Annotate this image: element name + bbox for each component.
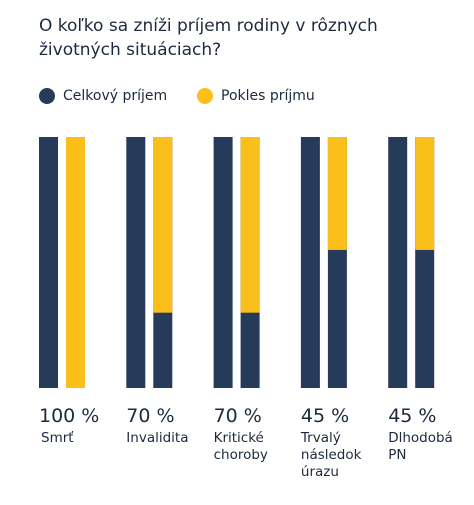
category-label: Dlhodobá PN (388, 430, 453, 463)
legend-label: Celkový príjem (63, 88, 168, 104)
bar (126, 137, 146, 388)
category-label: Kritické choroby (213, 430, 268, 463)
value-label: 45 % (388, 405, 437, 427)
legend-marker (39, 88, 55, 104)
value-label: 100 % (39, 405, 100, 427)
value-label: 45 % (300, 405, 350, 427)
bar (39, 137, 58, 388)
bar (66, 137, 85, 388)
bar (327, 137, 347, 250)
legend-label: Pokles príjmu (221, 88, 315, 104)
category-label: Trvalý následok úrazu (300, 430, 362, 480)
bar (388, 137, 408, 388)
legend-marker (197, 88, 213, 104)
category-label: Invalidita (126, 430, 189, 446)
value-label: 70 % (126, 405, 175, 427)
bar (415, 137, 435, 250)
chart-title: O koľko sa zníži príjem rodiny v rôznych… (39, 16, 378, 60)
bar (240, 137, 260, 313)
bar (153, 137, 173, 313)
bar (300, 137, 320, 388)
category-label: Smrť (41, 430, 74, 446)
bar (213, 137, 233, 388)
value-label: 70 % (213, 405, 262, 427)
